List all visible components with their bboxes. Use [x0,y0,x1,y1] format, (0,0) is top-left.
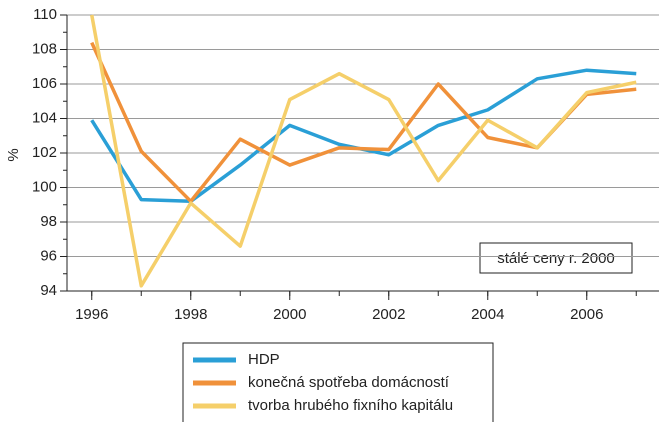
y-tick-label: 98 [40,213,57,230]
y-tick-label: 96 [40,247,57,264]
x-tick-label: 1996 [75,306,108,323]
y-tick-label: 94 [40,282,57,299]
x-tick-label: 2002 [372,306,405,323]
line-series [90,14,637,288]
y-tick-label: 108 [32,40,57,57]
x-tick-label: 2000 [273,306,306,323]
legend-label: HDP [248,351,280,368]
line-series [90,41,637,204]
legend-label: tvorba hrubého fixního kapitálu [248,397,453,414]
annotation: stálé ceny r. 2000 [497,250,615,267]
x-tick-label: 2006 [570,306,603,323]
y-tick-label: 100 [32,178,57,195]
x-tick-label: 2004 [471,306,504,323]
y-tick-label: 110 [33,6,57,23]
y-tick-label: 106 [32,75,57,92]
x-tick-label: 1998 [174,306,207,323]
y-axis-label: % [5,148,22,161]
y-tick-label: 104 [32,109,57,126]
annotation-box [479,242,633,274]
y-tick-label: 102 [32,144,57,161]
legend-label: konečná spotřeba domácností [248,374,450,391]
